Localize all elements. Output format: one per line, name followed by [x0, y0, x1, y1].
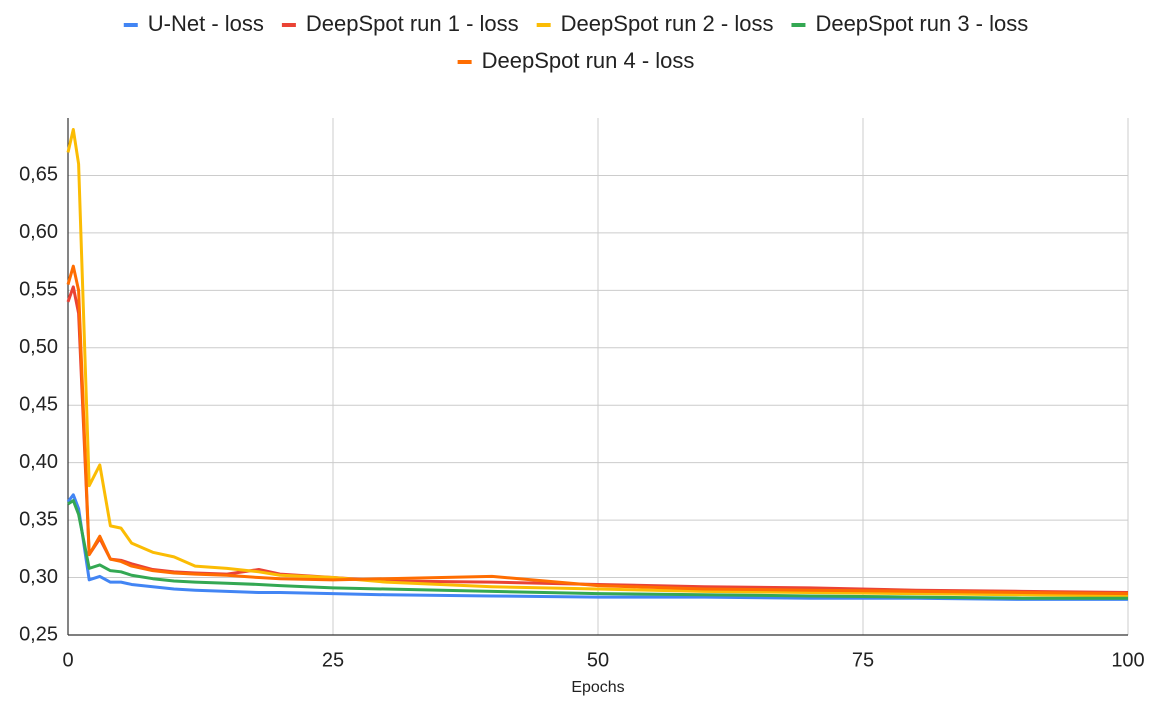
series-line: [67, 499, 1128, 600]
legend-label: DeepSpot run 1 - loss: [306, 11, 519, 36]
x-tick-label: 25: [322, 649, 344, 671]
y-tick-label: 0,35: [19, 508, 58, 530]
series-line: [66, 264, 1129, 596]
x-tick-label: 100: [1111, 649, 1144, 671]
x-axis-label: Epochs: [571, 679, 624, 696]
y-tick-label: 0,65: [19, 164, 58, 186]
y-tick-label: 0,50: [19, 336, 58, 358]
legend-label: DeepSpot run 4 - loss: [482, 48, 695, 73]
legend-label: DeepSpot run 3 - loss: [815, 11, 1028, 36]
x-tick-label: 0: [62, 649, 73, 671]
y-tick-label: 0,55: [19, 279, 58, 301]
series-line: [66, 493, 1128, 601]
y-tick-label: 0,40: [19, 451, 58, 473]
series-line: [66, 127, 1129, 598]
x-tick-label: 50: [587, 649, 609, 671]
y-tick-label: 0,60: [19, 221, 58, 243]
x-tick-label: 75: [852, 649, 874, 671]
legend-label: DeepSpot run 2 - loss: [561, 11, 774, 36]
y-tick-label: 0,25: [19, 623, 58, 645]
y-tick-label: 0,45: [19, 394, 58, 416]
legend-label: U-Net - loss: [148, 11, 264, 36]
y-tick-label: 0,30: [19, 566, 58, 588]
